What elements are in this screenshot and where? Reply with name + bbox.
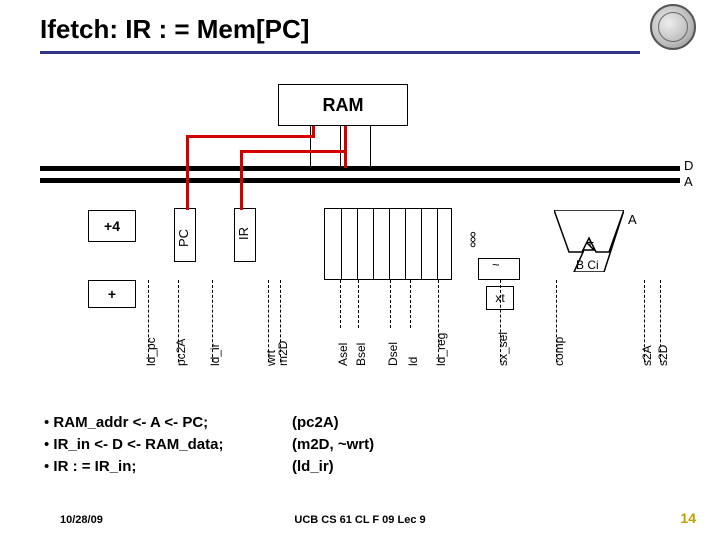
bullet-rhs: (pc2A) (292, 412, 339, 434)
signal-label: ld_ir (208, 343, 222, 366)
alu-op-plus: + (586, 234, 594, 250)
footer-center: UCB CS 61 CL F 09 Lec 9 (0, 514, 720, 526)
ir-label: IR (236, 227, 251, 240)
alu-input-a: A (628, 212, 637, 227)
signal-line (358, 280, 359, 328)
bullet-row: • IR : = IR_in; (ld_ir) (44, 456, 374, 478)
bullet-lhs: IR_in <- D <- RAM_data; (53, 436, 223, 453)
highlight-wire (186, 135, 189, 210)
signal-label: s2A (640, 345, 654, 366)
highlight-wire (312, 126, 315, 138)
signal-label: pc2A (174, 339, 188, 366)
adder-block: + (88, 280, 136, 308)
signal-label: Asel (336, 343, 350, 366)
signal-label: comp (552, 337, 566, 366)
signal-label: s2D (656, 345, 670, 366)
highlight-wire (240, 150, 243, 210)
slide-title: Ifetch: IR : = Mem[PC] (40, 14, 680, 45)
signal-label: ld (406, 357, 420, 366)
plus4-block: +4 (88, 210, 136, 242)
bullet-list: • RAM_addr <- A <- PC; (pc2A) • IR_in <-… (44, 412, 374, 477)
highlight-wire (240, 150, 346, 153)
signal-line (410, 280, 411, 328)
highlight-wire (344, 126, 347, 168)
signal-label: Bsel (354, 343, 368, 366)
mux-tilde: ~ (492, 257, 500, 272)
bullet-row: • IR_in <- D <- RAM_data; (m2D, ~wrt) (44, 434, 374, 456)
university-seal-icon (650, 4, 696, 50)
bullet-row: • RAM_addr <- A <- PC; (pc2A) (44, 412, 374, 434)
footer-page-number: 14 (680, 510, 696, 526)
bus-a-label: A (684, 174, 693, 189)
ram-block: RAM (278, 84, 408, 126)
alu-input-bci: B Ci (576, 258, 599, 272)
signal-label: m2D (276, 341, 290, 366)
signal-label: ld_pc (144, 337, 158, 366)
addr-bus (40, 178, 680, 183)
signal-line (340, 280, 341, 328)
ellipsis-icon: °°° (457, 231, 478, 247)
bullet-lhs: IR : = IR_in; (53, 458, 136, 475)
signal-label: ld_reg (434, 333, 448, 366)
datapath-diagram: RAM D A +4 PC IR + °°° ~ xt A + B Ci (40, 70, 680, 410)
bullet-lhs: RAM_addr <- A <- PC; (53, 414, 208, 431)
highlight-wire (186, 135, 314, 138)
bullet-rhs: (ld_ir) (292, 456, 334, 478)
signal-label: sx_sel (496, 332, 510, 366)
bus-d-label: D (684, 158, 693, 173)
signal-line (390, 280, 391, 328)
register-file (324, 208, 452, 280)
title-underline (40, 51, 640, 54)
pc-label: PC (176, 229, 191, 247)
title-row: Ifetch: IR : = Mem[PC] (40, 14, 680, 54)
data-bus (40, 166, 680, 171)
signal-label: Dsel (386, 342, 400, 366)
bullet-rhs: (m2D, ~wrt) (292, 434, 374, 456)
